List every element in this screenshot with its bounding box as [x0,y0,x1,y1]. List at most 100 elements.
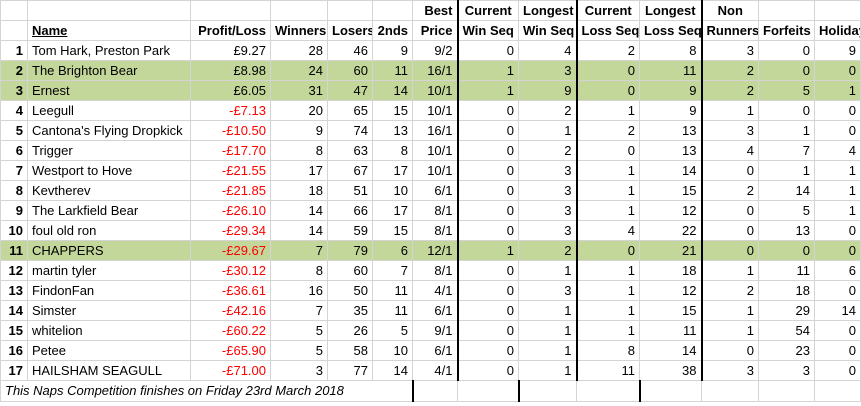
empty-cell[interactable] [758,380,815,402]
row-forfeits[interactable]: 1 [758,120,815,141]
header-best-price[interactable]: Price [412,20,458,41]
row-non-runners[interactable]: 0 [701,240,759,261]
row-current-loss-seq[interactable]: 1 [576,200,640,221]
row-longest-loss-seq[interactable]: 11 [639,320,703,341]
row-best-price[interactable]: 6/1 [412,300,458,321]
row-seconds[interactable]: 10 [372,180,413,201]
row-current-loss-seq[interactable]: 11 [576,360,640,381]
row-position[interactable]: 10 [0,220,28,241]
row-non-runners[interactable]: 0 [701,220,759,241]
row-seconds[interactable]: 11 [372,300,413,321]
row-name[interactable]: foul old ron [27,220,191,241]
header-current-loss-seq[interactable]: Loss Seq [576,20,640,41]
row-position[interactable]: 2 [0,60,28,81]
row-best-price[interactable]: 8/1 [412,220,458,241]
row-forfeits[interactable]: 0 [758,100,815,121]
row-holiday[interactable]: 0 [814,280,861,301]
header-holiday[interactable]: Holiday [814,20,861,41]
row-name[interactable]: Cantona's Flying Dropkick [27,120,191,141]
row-longest-win-seq[interactable]: 4 [518,40,578,61]
row-current-loss-seq[interactable]: 2 [576,40,640,61]
row-best-price[interactable]: 6/1 [412,180,458,201]
row-profit-loss[interactable]: -£21.55 [190,160,271,181]
row-current-win-seq[interactable]: 0 [456,40,519,61]
row-losers[interactable]: 51 [327,180,373,201]
row-current-win-seq[interactable]: 1 [456,60,519,81]
row-position[interactable]: 7 [0,160,28,181]
row-best-price[interactable]: 16/1 [412,120,458,141]
row-seconds[interactable]: 9 [372,40,413,61]
row-position[interactable]: 3 [0,80,28,101]
row-forfeits[interactable]: 29 [758,300,815,321]
row-name[interactable]: whitelion [27,320,191,341]
row-holiday[interactable]: 0 [814,60,861,81]
row-winners[interactable]: 28 [270,40,328,61]
row-holiday[interactable]: 4 [814,140,861,161]
header-name[interactable]: Name [27,20,191,41]
row-seconds[interactable]: 15 [372,220,413,241]
header-current-loss-seq-top[interactable]: Current [576,0,640,21]
row-losers[interactable]: 79 [327,240,373,261]
row-losers[interactable]: 50 [327,280,373,301]
header-longest-loss-seq-top[interactable]: Longest [639,0,703,21]
row-holiday[interactable]: 1 [814,180,861,201]
row-name[interactable]: The Brighton Bear [27,60,191,81]
row-profit-loss[interactable]: -£7.13 [190,100,271,121]
row-name[interactable]: Tom Hark, Preston Park [27,40,191,61]
row-longest-loss-seq[interactable]: 15 [639,300,703,321]
row-winners[interactable]: 8 [270,260,328,281]
row-best-price[interactable]: 9/1 [412,320,458,341]
row-longest-loss-seq[interactable]: 21 [639,240,703,261]
row-current-loss-seq[interactable]: 1 [576,260,640,281]
row-winners[interactable]: 5 [270,320,328,341]
row-position[interactable]: 17 [0,360,28,381]
row-winners[interactable]: 3 [270,360,328,381]
header-profit-loss[interactable]: Profit/Loss [190,20,271,41]
empty-cell[interactable] [814,380,861,402]
row-losers[interactable]: 46 [327,40,373,61]
row-forfeits[interactable]: 3 [758,360,815,381]
row-winners[interactable]: 16 [270,280,328,301]
row-longest-win-seq[interactable]: 1 [518,320,578,341]
row-longest-win-seq[interactable]: 1 [518,120,578,141]
row-longest-win-seq[interactable]: 3 [518,200,578,221]
row-best-price[interactable]: 10/1 [412,160,458,181]
header-cell-losers-top[interactable] [327,0,373,21]
row-current-loss-seq[interactable]: 1 [576,180,640,201]
row-current-win-seq[interactable]: 0 [456,100,519,121]
header-losers[interactable]: Losers [327,20,373,41]
row-longest-loss-seq[interactable]: 14 [639,160,703,181]
row-name[interactable]: Simster [27,300,191,321]
row-position[interactable]: 1 [0,40,28,61]
row-longest-loss-seq[interactable]: 9 [639,100,703,121]
row-profit-loss[interactable]: £9.27 [190,40,271,61]
empty-cell[interactable] [518,380,577,402]
row-name[interactable]: HAILSHAM SEAGULL [27,360,191,381]
row-longest-win-seq[interactable]: 3 [518,220,578,241]
header-cell-pos[interactable] [0,20,28,41]
row-holiday[interactable]: 6 [814,260,861,281]
row-longest-loss-seq[interactable]: 38 [639,360,703,381]
row-profit-loss[interactable]: -£29.34 [190,220,271,241]
row-holiday[interactable]: 0 [814,360,861,381]
row-current-win-seq[interactable]: 0 [456,120,519,141]
row-forfeits[interactable]: 7 [758,140,815,161]
row-profit-loss[interactable]: -£26.10 [190,200,271,221]
row-losers[interactable]: 58 [327,340,373,361]
row-position[interactable]: 6 [0,140,28,161]
row-profit-loss[interactable]: -£36.61 [190,280,271,301]
row-winners[interactable]: 7 [270,240,328,261]
row-current-win-seq[interactable]: 0 [456,160,519,181]
row-losers[interactable]: 77 [327,360,373,381]
row-current-win-seq[interactable]: 0 [456,320,519,341]
row-forfeits[interactable]: 0 [758,60,815,81]
row-position[interactable]: 8 [0,180,28,201]
row-losers[interactable]: 60 [327,60,373,81]
row-non-runners[interactable]: 1 [701,100,759,121]
row-winners[interactable]: 5 [270,340,328,361]
row-longest-loss-seq[interactable]: 13 [639,120,703,141]
row-forfeits[interactable]: 13 [758,220,815,241]
row-non-runners[interactable]: 2 [701,80,759,101]
row-profit-loss[interactable]: -£17.70 [190,140,271,161]
row-longest-loss-seq[interactable]: 15 [639,180,703,201]
